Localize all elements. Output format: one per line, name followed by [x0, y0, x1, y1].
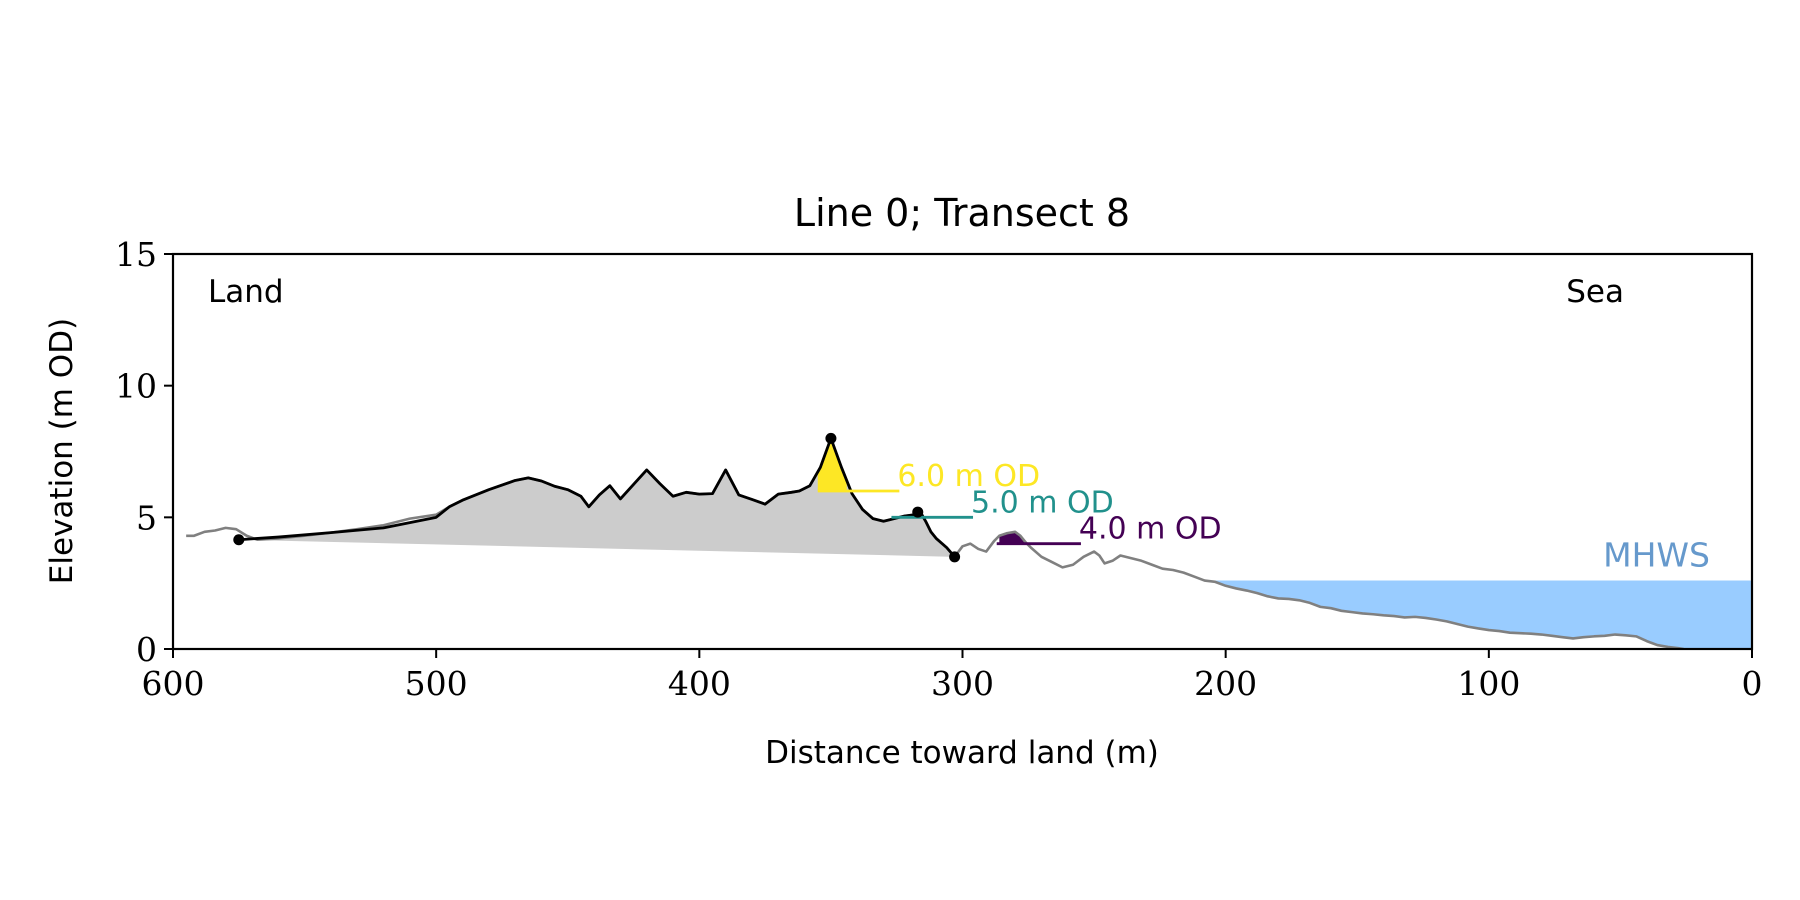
x-tick-label: 300 — [931, 664, 994, 703]
point-landward-limit — [233, 534, 245, 546]
mhws-water-area — [1204, 580, 1752, 649]
x-tick-label: 600 — [142, 664, 205, 703]
mhws-label: MHWS — [1603, 536, 1710, 575]
x-tick-label: 400 — [668, 664, 731, 703]
x-tick-label: 0 — [1742, 664, 1763, 703]
point-crest — [825, 432, 837, 444]
dune-area — [238, 438, 955, 557]
land-label: Land — [208, 274, 284, 310]
point-seaward-limit — [949, 551, 961, 563]
x-axis-label: Distance toward land (m) — [765, 735, 1159, 771]
x-tick-label: 100 — [1457, 664, 1520, 703]
x-tick-label: 200 — [1194, 664, 1257, 703]
y-tick-label: 5 — [136, 498, 157, 537]
y-axis-label: Elevation (m OD) — [44, 318, 80, 584]
chart-title: Line 0; Transect 8 — [794, 191, 1130, 235]
y-tick-label: 15 — [115, 235, 157, 274]
level-label-0: 6.0 m OD — [897, 459, 1040, 494]
level-fill-0 — [817, 438, 847, 491]
sea-label: Sea — [1566, 274, 1624, 310]
level-label-1: 5.0 m OD — [971, 485, 1114, 520]
x-tick-label: 500 — [405, 664, 468, 703]
y-tick-label: 10 — [115, 367, 157, 406]
point-toe — [912, 506, 924, 518]
level-label-2: 4.0 m OD — [1079, 512, 1222, 547]
y-tick-label: 0 — [136, 630, 157, 669]
